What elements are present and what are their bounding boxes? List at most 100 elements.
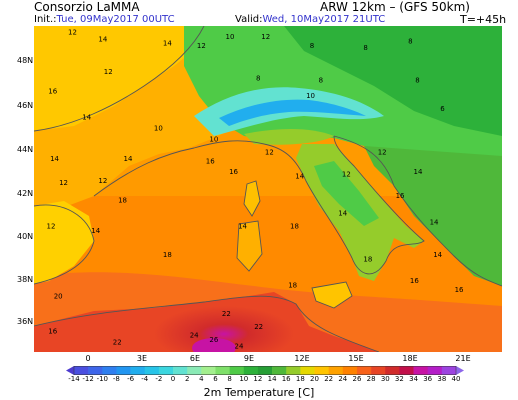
temperature-value-label: 12 <box>342 170 351 178</box>
colorbar-tick-label: 10 <box>239 375 249 383</box>
forecast-step: T=+45h <box>460 13 507 26</box>
colorbar-arrow-right <box>456 366 464 375</box>
valid-time: Valid:Wed, 10May2017 21UTC <box>235 13 385 26</box>
colorbar-tick-label: 40 <box>451 375 461 383</box>
colorbar-swatch <box>215 366 230 375</box>
colorbar-tick-label: -6 <box>127 375 135 383</box>
colorbar-swatch <box>88 366 103 375</box>
colorbar-tick-label: 22 <box>324 375 334 383</box>
colorbar-swatch <box>243 366 259 375</box>
po-valley <box>244 129 334 145</box>
colorbar-swatch <box>413 366 429 375</box>
colorbar-tick-label: 8 <box>227 375 232 383</box>
sicily <box>312 282 352 308</box>
temperature-value-label: 8 <box>310 42 314 50</box>
alps-coldest <box>219 99 366 126</box>
colorbar-tick-label: 36 <box>423 375 433 383</box>
coast-adriatic-east <box>333 135 502 287</box>
temperature-value-label: 14 <box>414 168 423 176</box>
temperature-value-label: 12 <box>47 223 56 231</box>
coast-italy <box>263 135 425 275</box>
sardinia <box>237 221 262 271</box>
temperature-value-label: 16 <box>410 277 419 285</box>
colorbar-swatch <box>144 366 160 375</box>
colorbar-swatch <box>187 366 202 375</box>
colorbar-outline <box>73 366 457 375</box>
iberia <box>34 201 94 284</box>
temperature-value-label: 12 <box>59 179 68 187</box>
balkans <box>364 146 502 286</box>
colorbar-tick-label: 2 <box>184 375 190 383</box>
lat-label-42: 42N <box>17 189 34 198</box>
temperature-value-label: 8 <box>415 77 419 85</box>
temperature-value-label: 26 <box>209 336 218 344</box>
coast-north-africa <box>34 295 380 352</box>
temperature-value-label: 16 <box>48 88 57 96</box>
temperature-value-label: 10 <box>306 92 315 100</box>
colorbar-swatch <box>328 366 344 375</box>
temperature-value-label: 14 <box>238 223 247 231</box>
colorbar-tick-label: -2 <box>155 375 163 383</box>
colorbar-swatch <box>116 366 131 375</box>
lon-label-21e: 21E <box>455 354 471 363</box>
lat-label-48: 48N <box>17 56 34 65</box>
colorbar-swatch <box>399 366 414 375</box>
colorbar-swatch <box>201 366 216 375</box>
temperature-value-label: 24 <box>235 343 244 351</box>
colorbar-tick-label: 16 <box>281 375 291 383</box>
temperature-value-label: 14 <box>295 173 304 181</box>
temperature-value-label: 16 <box>455 286 464 294</box>
temperature-value-label: 16 <box>206 157 215 165</box>
lon-label-6e: 6E <box>189 354 201 363</box>
colorbar-title: 2m Temperature [C] <box>203 386 315 399</box>
valid-value: Wed, 10May2017 21UTC <box>262 14 386 25</box>
colorbar-tick-label: 0 <box>170 375 176 383</box>
colorbar-tick-label: 12 <box>253 375 263 383</box>
colorbar-swatch <box>158 366 174 375</box>
temperature-value-label: 14 <box>433 251 442 259</box>
coast-iberia <box>34 204 95 285</box>
colorbar-tick-label: -12 <box>82 375 94 383</box>
temperature-value-label: 16 <box>48 327 57 335</box>
lon-label-3e: 3E <box>136 354 148 363</box>
temperature-value-label: 18 <box>290 223 299 231</box>
temperature-value-label: 18 <box>118 197 127 205</box>
colorbar-swatch <box>427 366 443 375</box>
temperature-value-label: 14 <box>50 155 59 163</box>
hot-core <box>154 306 294 352</box>
temperature-value-label: 14 <box>98 35 107 43</box>
colorbar-tick-label: 32 <box>394 375 404 383</box>
temperature-value-label: 8 <box>319 77 323 85</box>
colorbar-swatch <box>441 366 457 375</box>
colorbar-tick-label: -14 <box>68 375 80 383</box>
colorbar-tick-label: 14 <box>267 375 277 383</box>
colorbar-tick-label: -4 <box>141 375 149 383</box>
temperature-value-label: 12 <box>265 149 274 157</box>
temperature-value-label: 6 <box>440 105 445 113</box>
temperature-value-label: 18 <box>288 282 297 290</box>
temperature-value-label: 14 <box>338 210 347 218</box>
temperature-value-label: 8 <box>408 37 412 45</box>
temperature-value-label: 20 <box>54 293 63 301</box>
land-north-west <box>34 26 204 131</box>
init-prefix: Init.: <box>34 14 57 25</box>
temperature-value-label: 12 <box>261 33 270 41</box>
lat-label-40: 40N <box>17 232 34 241</box>
colorbar-swatch <box>286 366 301 375</box>
colorbar-tick-label: 6 <box>213 375 218 383</box>
colorbar-tick-label: 30 <box>380 375 390 383</box>
colorbar-swatch <box>272 366 287 375</box>
temperature-value-label: 14 <box>91 227 100 235</box>
temperature-value-label: 22 <box>222 310 231 318</box>
valid-prefix: Valid: <box>235 14 263 25</box>
coast-atlantic <box>34 26 205 132</box>
coastlines <box>34 26 502 352</box>
colorbar-tick-label: 26 <box>352 375 362 383</box>
colorbar-tick-label: 28 <box>366 375 376 383</box>
temperature-value-label: 18 <box>163 251 172 259</box>
colorbar-swatch <box>102 366 117 375</box>
colorbar-tick-label: 38 <box>437 375 447 383</box>
temperature-value-label: 8 <box>256 75 260 83</box>
colorbar-tick-label: 4 <box>199 375 204 383</box>
temperature-value-label: 16 <box>229 168 238 176</box>
